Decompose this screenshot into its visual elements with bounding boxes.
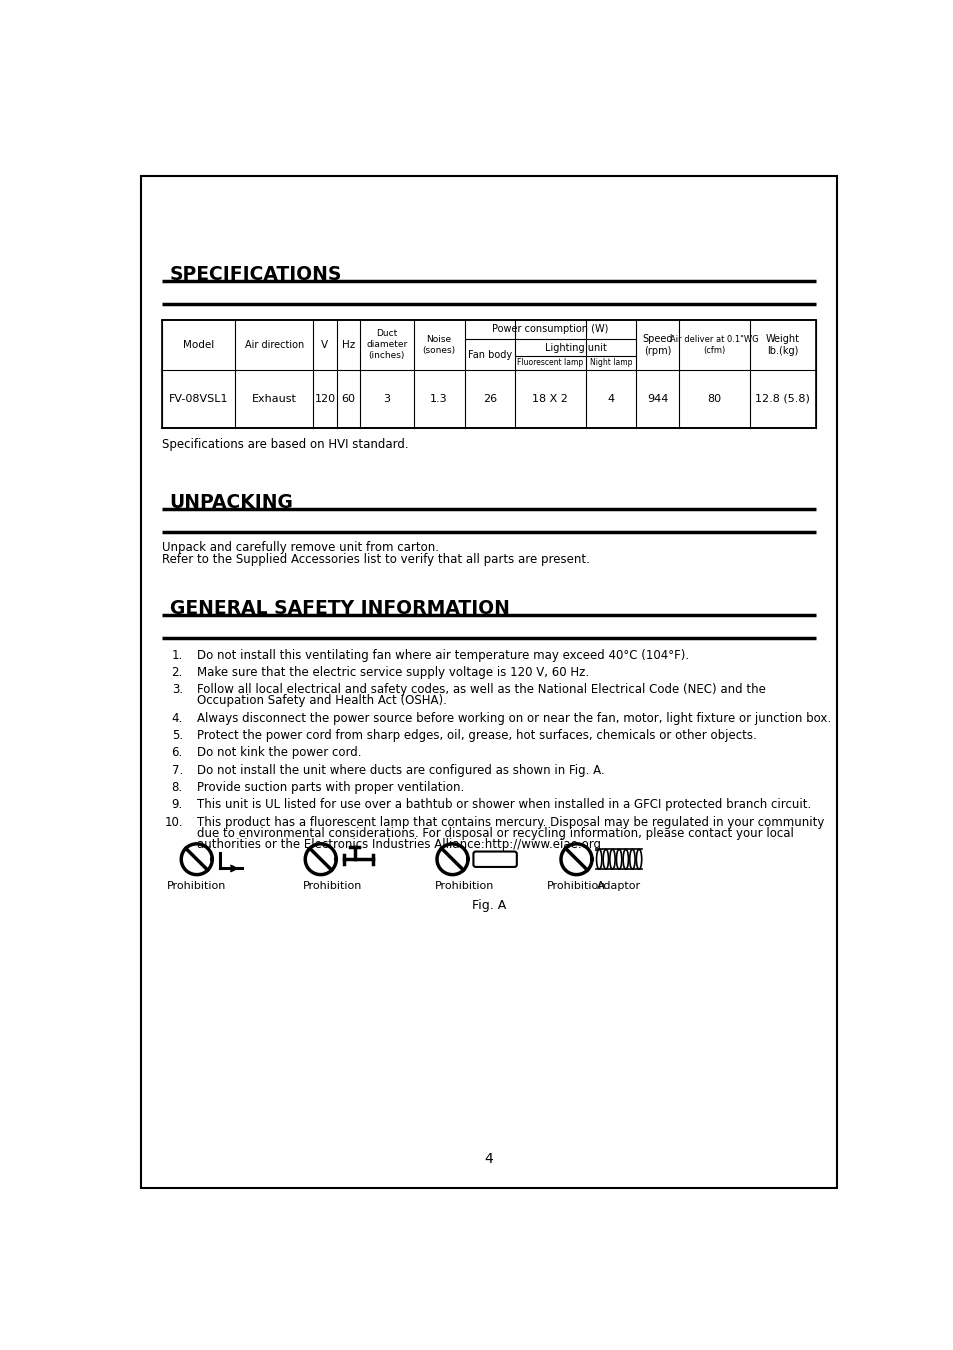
Text: Prohibition: Prohibition bbox=[302, 880, 362, 891]
Text: due to environmental considerations. For disposal or recycling information, plea: due to environmental considerations. For… bbox=[196, 828, 793, 840]
Text: Do not kink the power cord.: Do not kink the power cord. bbox=[196, 747, 361, 760]
Text: Prohibition: Prohibition bbox=[434, 880, 494, 891]
Text: Model: Model bbox=[183, 340, 213, 350]
Text: Hz: Hz bbox=[341, 340, 355, 350]
Text: 9.: 9. bbox=[172, 798, 183, 811]
Text: Fig. A: Fig. A bbox=[472, 899, 505, 913]
Text: Noise
(sones): Noise (sones) bbox=[422, 335, 456, 355]
Text: 8.: 8. bbox=[172, 782, 183, 794]
Text: 120: 120 bbox=[314, 394, 335, 404]
Text: 1.3: 1.3 bbox=[430, 394, 448, 404]
Text: SPECIFICATIONS: SPECIFICATIONS bbox=[170, 266, 341, 285]
Text: 3.: 3. bbox=[172, 683, 183, 697]
Text: FV-08VSL1: FV-08VSL1 bbox=[169, 394, 228, 404]
Text: Unpack and carefully remove unit from carton.: Unpack and carefully remove unit from ca… bbox=[162, 541, 438, 554]
Text: GENERAL SAFETY INFORMATION: GENERAL SAFETY INFORMATION bbox=[170, 599, 509, 618]
Text: Do not install this ventilating fan where air temperature may exceed 40°C (104°F: Do not install this ventilating fan wher… bbox=[196, 648, 688, 662]
Text: Prohibition: Prohibition bbox=[546, 880, 605, 891]
Text: 18 X 2: 18 X 2 bbox=[532, 394, 568, 404]
Text: Protect the power cord from sharp edges, oil, grease, hot surfaces, chemicals or: Protect the power cord from sharp edges,… bbox=[196, 729, 756, 742]
Text: This unit is UL listed for use over a bathtub or shower when installed in a GFCI: This unit is UL listed for use over a ba… bbox=[196, 798, 810, 811]
Text: Fan body: Fan body bbox=[467, 350, 512, 359]
Bar bbox=[162, 320, 815, 428]
Text: Follow all local electrical and safety codes, as well as the National Electrical: Follow all local electrical and safety c… bbox=[196, 683, 765, 697]
Text: 5.: 5. bbox=[172, 729, 183, 742]
Text: 2.: 2. bbox=[172, 666, 183, 679]
Text: 944: 944 bbox=[646, 394, 668, 404]
Text: 10.: 10. bbox=[164, 815, 183, 829]
Text: Air direction: Air direction bbox=[244, 340, 303, 350]
Text: Prohibition: Prohibition bbox=[167, 880, 226, 891]
Text: Occupation Safety and Health Act (OSHA).: Occupation Safety and Health Act (OSHA). bbox=[196, 694, 446, 707]
Text: Air deliver at 0.1"WG
(cfm): Air deliver at 0.1"WG (cfm) bbox=[669, 335, 758, 355]
Text: This product has a fluorescent lamp that contains mercury. Disposal may be regul: This product has a fluorescent lamp that… bbox=[196, 815, 823, 829]
Text: 1.: 1. bbox=[172, 648, 183, 662]
Text: Make sure that the electric service supply voltage is 120 V, 60 Hz.: Make sure that the electric service supp… bbox=[196, 666, 588, 679]
Text: 80: 80 bbox=[706, 394, 720, 404]
Text: Night lamp: Night lamp bbox=[589, 359, 632, 367]
Text: UNPACKING: UNPACKING bbox=[170, 493, 294, 512]
Text: Weight
lb.(kg): Weight lb.(kg) bbox=[765, 333, 799, 356]
Text: 12.8 (5.8): 12.8 (5.8) bbox=[755, 394, 809, 404]
Text: Do not install the unit where ducts are configured as shown in Fig. A.: Do not install the unit where ducts are … bbox=[196, 764, 604, 776]
Text: Specifications are based on HVI standard.: Specifications are based on HVI standard… bbox=[162, 439, 408, 451]
Text: V: V bbox=[321, 340, 328, 350]
Text: 6.: 6. bbox=[172, 747, 183, 760]
Text: Duct
diameter
(inches): Duct diameter (inches) bbox=[366, 329, 407, 360]
Text: Power consumption (W): Power consumption (W) bbox=[492, 324, 608, 335]
Text: Adaptor: Adaptor bbox=[597, 880, 640, 891]
Text: Refer to the Supplied Accessories list to verify that all parts are present.: Refer to the Supplied Accessories list t… bbox=[162, 554, 589, 566]
Text: 7.: 7. bbox=[172, 764, 183, 776]
Text: Provide suction parts with proper ventilation.: Provide suction parts with proper ventil… bbox=[196, 782, 463, 794]
Text: Speed
(rpm): Speed (rpm) bbox=[642, 333, 673, 356]
Text: 4: 4 bbox=[484, 1152, 493, 1166]
Text: 4.: 4. bbox=[172, 711, 183, 725]
Text: Always disconnect the power source before working on or near the fan, motor, lig: Always disconnect the power source befor… bbox=[196, 711, 830, 725]
Text: authorities or the Electronics Industries Alliance:http://www.eiae.org: authorities or the Electronics Industrie… bbox=[196, 838, 600, 850]
Text: 3: 3 bbox=[383, 394, 390, 404]
Text: Fluorescent lamp: Fluorescent lamp bbox=[517, 359, 583, 367]
Text: 26: 26 bbox=[482, 394, 497, 404]
Text: 60: 60 bbox=[341, 394, 355, 404]
Text: 4: 4 bbox=[607, 394, 614, 404]
Text: Lighting unit: Lighting unit bbox=[544, 343, 606, 352]
Text: Exhaust: Exhaust bbox=[252, 394, 296, 404]
